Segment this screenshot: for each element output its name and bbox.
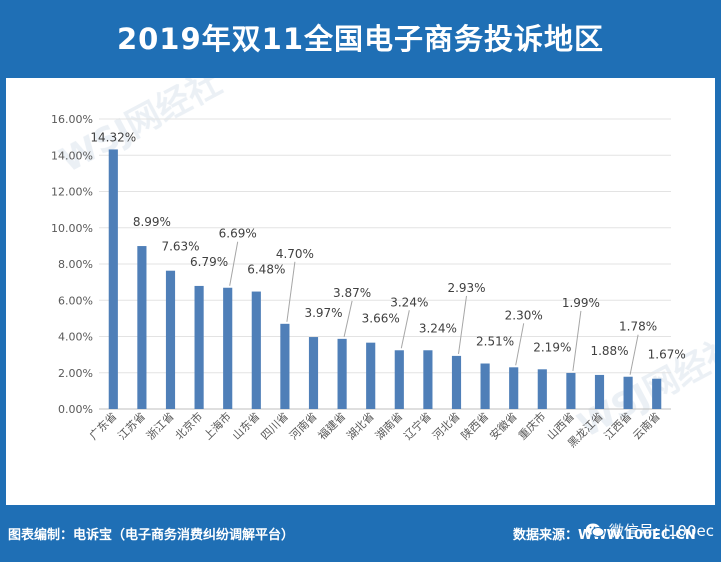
leader-line: [458, 295, 467, 354]
leader-line: [229, 241, 239, 286]
footer-banner: 图表编制：电诉宝（电子商务消费纠纷调解平台） 数据来源：WWW.100EC.CN…: [0, 505, 721, 562]
bar: [337, 338, 347, 409]
data-label: 3.24%: [419, 321, 457, 335]
data-label: 3.97%: [304, 306, 342, 320]
x-tick-label: 河北省: [430, 410, 463, 443]
y-tick-label: 10.00%: [51, 222, 93, 235]
y-tick-label: 14.00%: [51, 149, 93, 162]
data-label: 6.48%: [247, 263, 285, 277]
bar: [509, 367, 519, 409]
label-leader-lines: [229, 241, 639, 375]
x-tick-label: 福建省: [315, 409, 348, 442]
bar: [108, 149, 118, 409]
x-tick-label: 江苏省: [115, 410, 148, 443]
data-label: 3.87%: [333, 286, 371, 300]
x-tick-label: 北京市: [172, 409, 205, 442]
x-tick-label: 山东省: [230, 410, 263, 443]
x-tick-label: 上海市: [201, 409, 234, 442]
leader-line: [572, 310, 582, 371]
x-tick-label: 安徽省: [487, 409, 520, 442]
data-label: 2.51%: [476, 335, 514, 349]
chart-panel: WSJ网经社 WSJ网经社 0.00% 2.00% 4.00% 6.00% 8.00% 10…: [6, 63, 721, 505]
leader-line: [286, 261, 296, 322]
data-label: 1.99%: [562, 296, 600, 310]
x-tick-label: 浙江省: [144, 410, 177, 443]
watermark-logo-0: WSJ网经社: [53, 78, 228, 181]
gridlines: [99, 118, 671, 410]
x-tick-label: 湖北省: [344, 410, 377, 443]
wechat-icon: [585, 523, 605, 537]
y-axis: 0.00% 2.00% 4.00% 6.00% 8.00% 10.00% 12.00% 14.…: [51, 113, 93, 416]
data-label: 1.67%: [648, 348, 686, 362]
data-label: 4.70%: [276, 247, 314, 261]
wechat-badge: 微信号: i100ec: [578, 517, 714, 543]
data-label: 8.99%: [133, 215, 171, 229]
data-label: 1.78%: [619, 320, 657, 334]
leader-line: [515, 323, 525, 366]
footer-source: 数据来源：WWW.100EC.CN: [513, 528, 696, 543]
bar: [480, 363, 490, 409]
leader-line: [400, 310, 410, 349]
bar: [394, 350, 404, 409]
wechat-id: 微信号: i100ec: [608, 521, 714, 540]
bar: [223, 287, 233, 409]
data-label: 2.19%: [533, 340, 571, 354]
data-label: 2.30%: [505, 308, 543, 322]
y-tick-label: 6.00%: [58, 294, 93, 307]
x-tick-label: 辽宁省: [401, 409, 434, 442]
y-tick-label: 16.00%: [51, 113, 93, 126]
x-tick-label: 陕西省: [458, 409, 491, 442]
y-tick-label: 8.00%: [58, 258, 93, 271]
bars-group: [108, 149, 662, 409]
footer-credit: 图表编制：电诉宝（电子商务消费纠纷调解平台）: [8, 528, 295, 543]
data-label: 3.66%: [362, 312, 400, 326]
header-banner: 2019年双11全国电子商务投诉地区: [0, 0, 721, 74]
bar: [308, 337, 319, 409]
x-tick-label: 湖南省: [373, 410, 406, 443]
bar: [566, 372, 576, 409]
data-label: 2.93%: [447, 281, 485, 295]
y-tick-label: 0.00%: [58, 403, 93, 416]
data-label: 6.79%: [190, 255, 228, 269]
bar: [423, 350, 433, 409]
bar: [165, 270, 176, 409]
data-label: 6.69%: [219, 227, 257, 241]
chart-title: 2019年双11全国电子商务投诉地区: [116, 22, 605, 56]
data-labels-group: 14.32% 8.99% 7.63%6.79% 6.69% 6.48% 4.70% 3.97…: [90, 130, 685, 361]
x-tick-label: 河南省: [287, 410, 320, 443]
data-label: 3.24%: [390, 295, 428, 309]
leader-line: [629, 334, 639, 375]
bar: [194, 285, 204, 409]
leader-line: [343, 300, 353, 337]
y-tick-label: 2.00%: [58, 367, 93, 380]
data-label: 7.63%: [161, 240, 199, 254]
bar: [652, 378, 662, 409]
bar: [594, 374, 605, 409]
y-tick-label: 12.00%: [51, 186, 93, 199]
bar: [623, 376, 633, 409]
bar: [280, 323, 290, 409]
x-tick-label: 四川省: [258, 410, 291, 443]
bar: [366, 342, 376, 409]
data-label: 1.88%: [590, 344, 628, 358]
bar: [251, 291, 261, 409]
y-tick-label: 4.00%: [58, 331, 93, 344]
x-tick-label: 重庆市: [515, 409, 548, 442]
bar: [537, 369, 547, 409]
data-label: 14.32%: [90, 130, 136, 144]
bar: [451, 355, 462, 409]
bar: [137, 246, 147, 409]
